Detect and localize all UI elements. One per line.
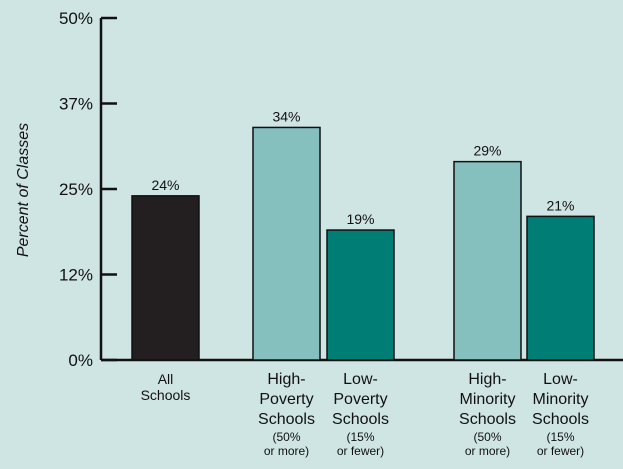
category-sublabel: or fewer) [337,444,384,458]
category-sublabel: (15% [346,430,374,444]
category-label: Schools [258,411,315,428]
category-sublabel: or fewer) [537,444,584,458]
category-sublabel: (50% [473,430,501,444]
category-label: High- [267,371,305,388]
bar-value-label: 24% [151,177,179,193]
bar-value-label: 34% [272,108,300,124]
category-label: Schools [332,411,389,428]
labels-group: 24%AllSchools34%High-PovertySchools(50%o… [141,108,589,458]
category-label: All [158,371,174,387]
category-label: Schools [141,387,191,403]
y-tick-label: 50% [59,9,93,28]
category-sublabel: (15% [546,430,574,444]
y-tick-label: 37% [59,95,93,114]
bar-high-poverty [252,126,321,361]
category-label: High- [468,371,506,388]
bar-value-label: 29% [473,143,501,159]
category-label: Minority [532,391,588,408]
category-label: Poverty [259,391,313,408]
category-sublabel: or more) [465,444,510,458]
category-label: Schools [459,411,516,428]
bar-value-label: 21% [546,197,574,213]
category-label: Minority [459,391,515,408]
bar-value-label: 19% [346,211,374,227]
category-sublabel: (50% [272,430,300,444]
y-axis-title: Percent of Classes [15,123,32,257]
bars-group [131,126,595,361]
y-tick-label: 0% [68,351,93,370]
category-sublabel: or more) [264,444,309,458]
bar-low-poverty [326,229,395,361]
bar-high-minority [453,160,522,361]
y-tick-label: 25% [59,180,93,199]
bar-low-minority [526,215,595,361]
category-label: Poverty [333,391,387,408]
category-label: Low- [543,371,578,388]
category-label: Low- [343,371,378,388]
y-tick-label: 12% [59,266,93,285]
bar-all [131,195,200,361]
category-label: Schools [532,411,589,428]
